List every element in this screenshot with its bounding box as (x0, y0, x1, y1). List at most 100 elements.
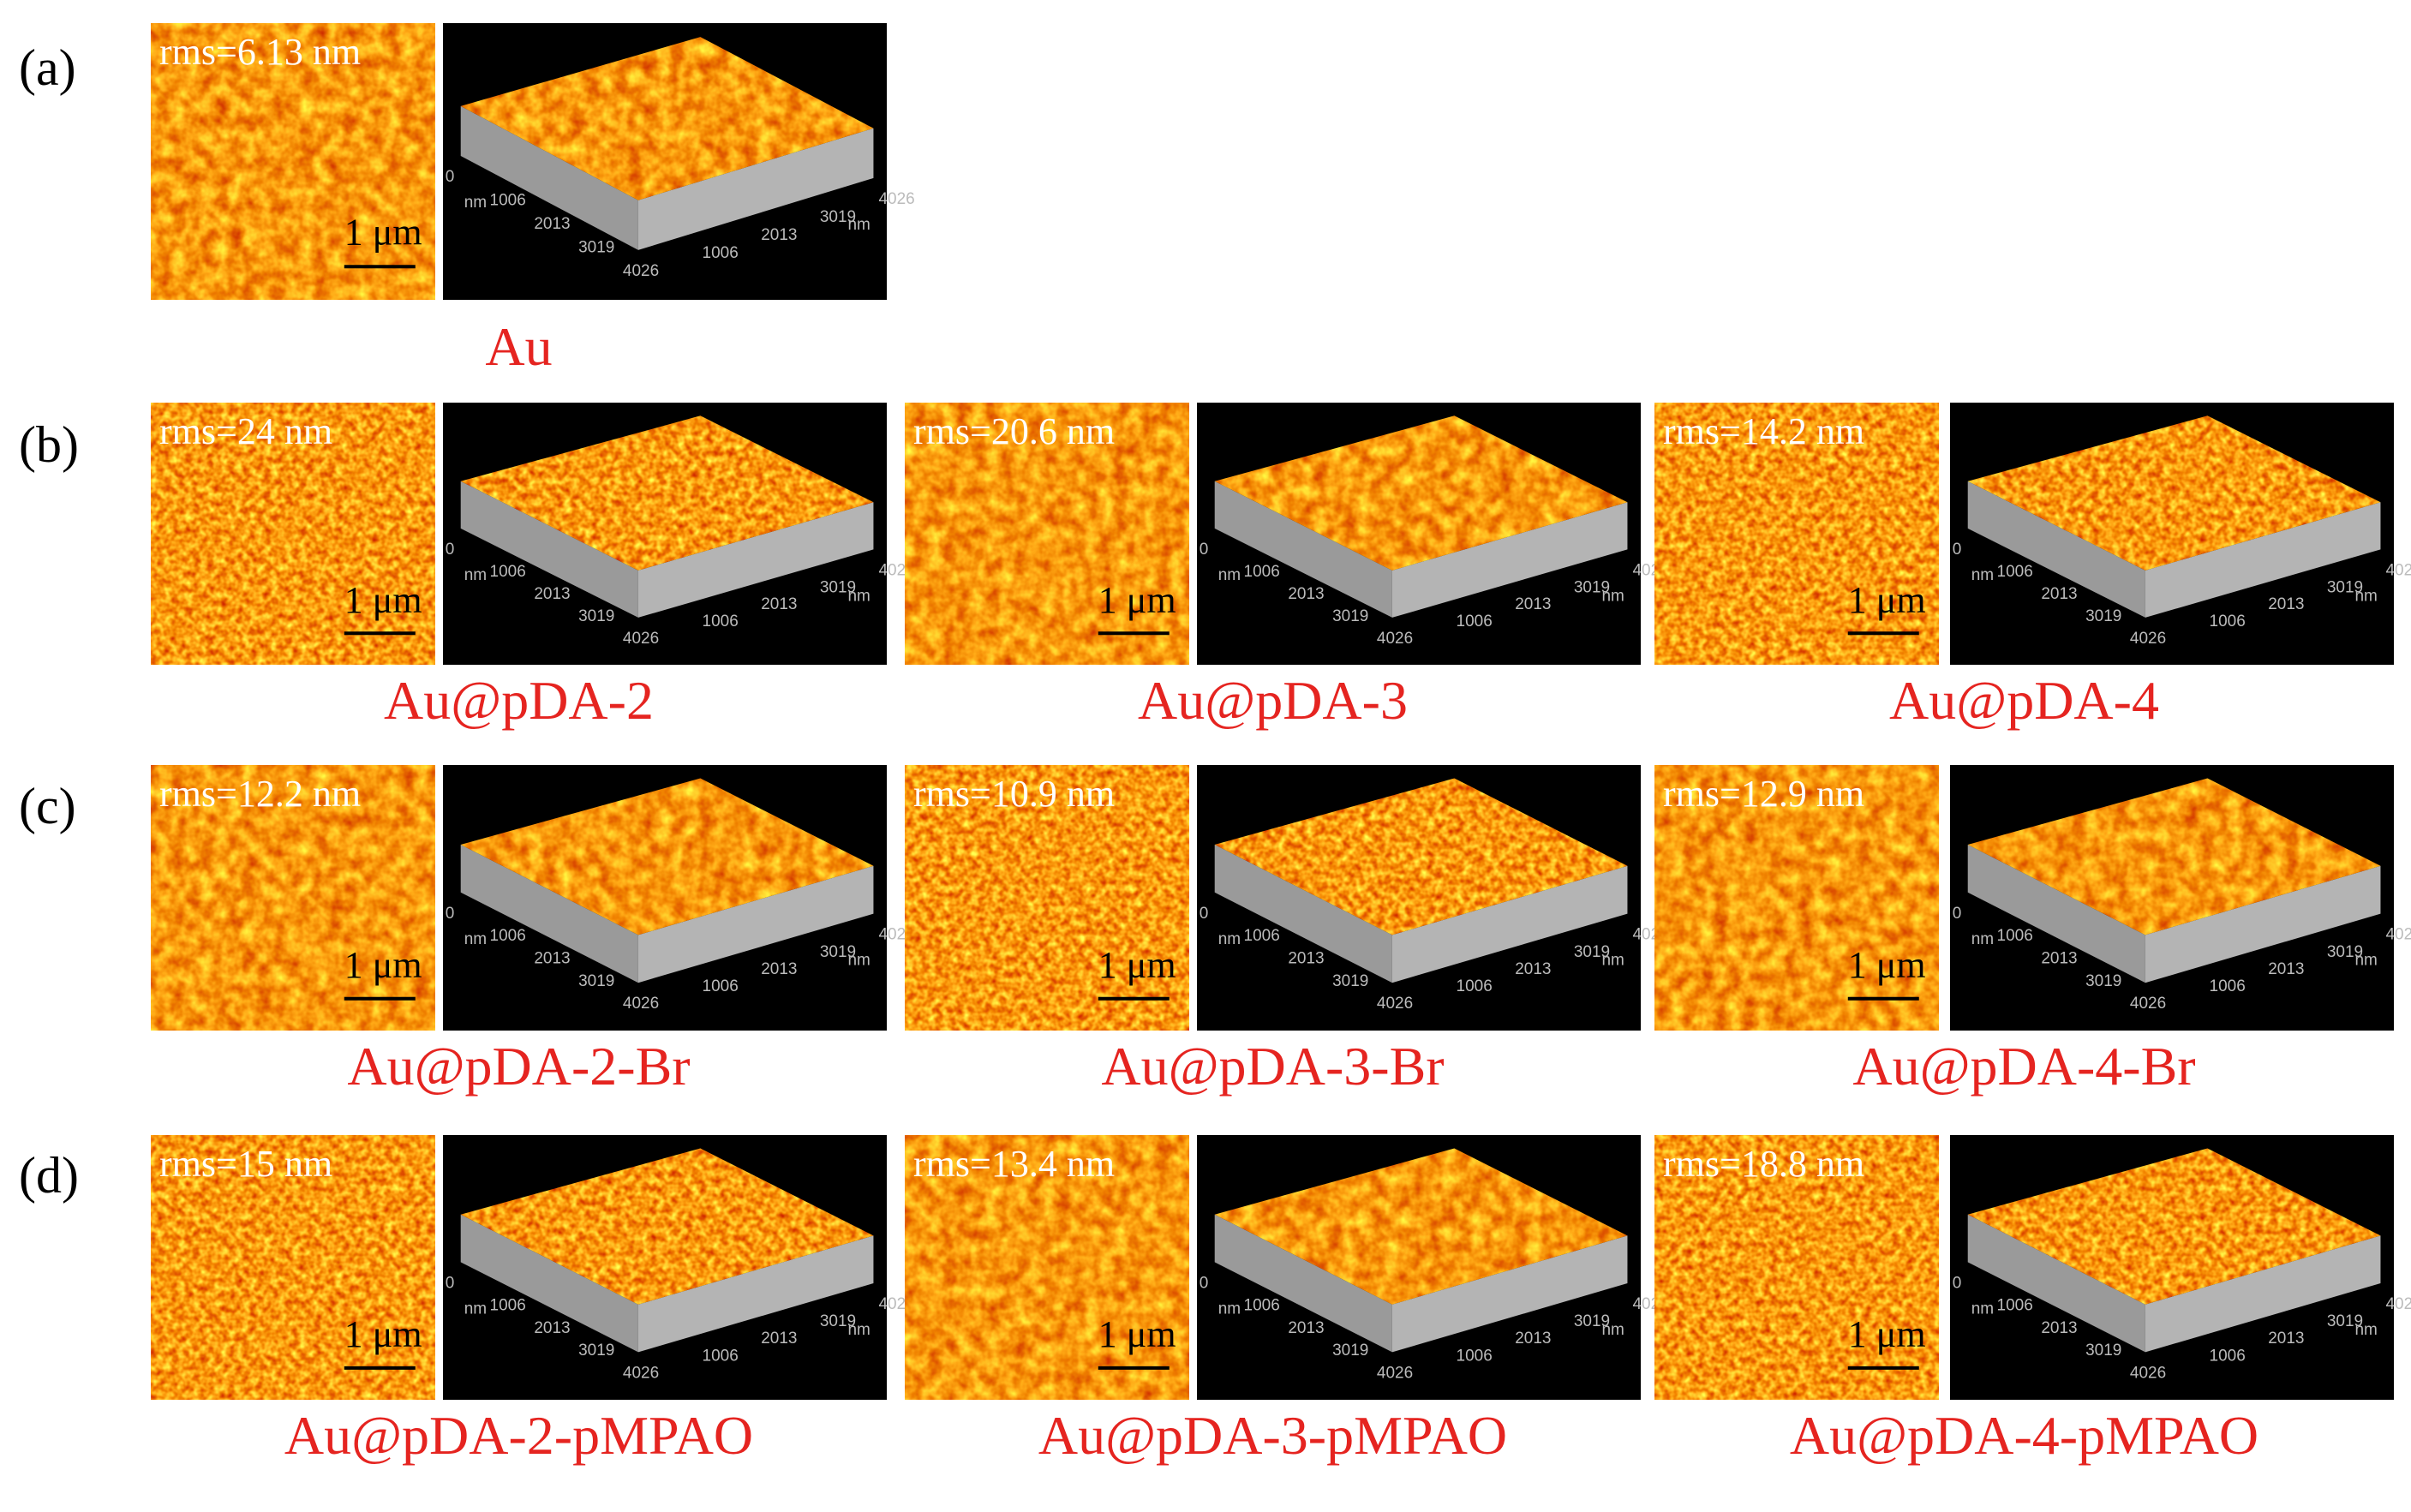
afm-2d-image (905, 1135, 1189, 1400)
scale-bar-label: 1 μm (1848, 944, 1926, 986)
afm-2d-image (151, 23, 435, 300)
axis-tick-label: 2013 (761, 1330, 797, 1348)
axis-tick-label: 2013 (534, 215, 570, 233)
axis-tick-label: 3019 (2085, 972, 2121, 990)
axis-tick-label: 1006 (703, 613, 739, 630)
axis-tick-label: 4026 (623, 995, 659, 1013)
axis-tick-label: 1006 (1457, 977, 1493, 995)
axis-unit: nm (1601, 952, 1624, 970)
afm-3d-surface (1214, 415, 1628, 571)
afm-3d-side (460, 105, 638, 250)
axis-tick-label: 4026 (2130, 1364, 2166, 1382)
scale-bar-label: 1 μm (344, 944, 422, 986)
axis-tick-label: 1006 (490, 927, 526, 945)
axis-tick-label: 2013 (534, 1319, 570, 1337)
axis-tick-label: 2013 (1288, 950, 1324, 968)
axis-unit: nm (1971, 930, 1994, 948)
rms-label: rms=10.9 nm (913, 773, 1115, 815)
axis-tick-label: 0 (1200, 905, 1209, 923)
afm-3d-side (1214, 481, 1392, 618)
axis-unit: nm (847, 1321, 870, 1339)
axis-unit: nm (464, 1300, 487, 1318)
axis-tick-label: 1006 (1244, 1297, 1280, 1315)
axis-tick-label: 0 (1200, 541, 1209, 559)
axis-unit: nm (464, 194, 487, 212)
axis-unit: nm (1971, 566, 1994, 584)
axis-tick-label: 3019 (1332, 1342, 1368, 1360)
rms-label: rms=24 nm (159, 410, 332, 452)
axis-tick-label: 4026 (623, 1364, 659, 1382)
rms-label: rms=15 nm (159, 1143, 332, 1185)
afm-2d-image (905, 403, 1189, 665)
axis-tick-label: 4026 (2130, 630, 2166, 648)
axis-unit: nm (2354, 1321, 2377, 1339)
afm-3d-side (2145, 502, 2381, 618)
panel-label: (d) (19, 1147, 79, 1204)
axis-tick-label: 3019 (820, 943, 856, 961)
axis-tick-label: 2013 (1515, 960, 1551, 978)
axis-unit: nm (464, 930, 487, 948)
axis-tick-label: 4026 (623, 262, 659, 280)
afm-3d-surface (1967, 415, 2381, 571)
axis-tick-label: 3019 (820, 1312, 856, 1330)
axis-tick-label: 4026 (1377, 1364, 1413, 1382)
afm-3d-surface (460, 1148, 874, 1305)
afm-2d-image (151, 1135, 435, 1400)
sample-caption: Au (485, 316, 552, 377)
axis-tick-label: 2013 (2041, 585, 2077, 603)
rms-label: rms=14.2 nm (1663, 410, 1864, 452)
axis-tick-label: 3019 (2327, 578, 2363, 596)
afm-3d-side (1391, 1235, 1628, 1353)
afm-3d-surface (1214, 778, 1628, 935)
sample-caption: Au@pDA-2 (384, 670, 654, 731)
axis-tick-label: 4026 (2385, 926, 2411, 944)
axis-tick-label: 1006 (2210, 977, 2246, 995)
axis-tick-label: 2013 (1288, 1319, 1324, 1337)
axis-tick-label: 4026 (623, 630, 659, 648)
axis-unit: nm (1971, 1300, 1994, 1318)
axis-unit: nm (1601, 1321, 1624, 1339)
axis-tick-label: 3019 (1574, 943, 1610, 961)
axis-tick-label: 1006 (703, 244, 739, 262)
afm-3d-surface (1967, 778, 2381, 935)
axis-tick-label: 4026 (2385, 1295, 2411, 1313)
sample-caption: Au@pDA-3 (1138, 670, 1408, 731)
afm-3d-side (637, 502, 874, 618)
afm-2d-image (905, 765, 1189, 1031)
afm-3d-side (2145, 865, 2381, 983)
scale-bar-label: 1 μm (1098, 944, 1176, 986)
axis-tick-label: 3019 (1574, 578, 1610, 596)
afm-3d-side (1214, 845, 1392, 983)
afm-3d-side (1391, 865, 1628, 983)
scale-bar-label: 1 μm (1098, 579, 1176, 621)
axis-tick-label: 3019 (820, 578, 856, 596)
axis-unit: nm (1218, 930, 1241, 948)
afm-3d-side (1967, 481, 2145, 618)
panel-label: (b) (19, 416, 79, 473)
scale-bar-label: 1 μm (1098, 1313, 1176, 1355)
axis-tick-label: 0 (1953, 541, 1962, 559)
axis-tick-label: 1006 (2210, 613, 2246, 630)
axis-tick-label: 1006 (703, 977, 739, 995)
axis-tick-label: 4026 (1377, 995, 1413, 1013)
afm-3d-side (637, 865, 874, 983)
afm-2d-image (151, 403, 435, 665)
axis-tick-label: 1006 (1997, 927, 2033, 945)
afm-3d-surface (460, 778, 874, 935)
axis-tick-label: 1006 (1997, 1297, 2033, 1315)
afm-3d-side (1214, 1214, 1392, 1353)
axis-tick-label: 2013 (2268, 960, 2304, 978)
axis-tick-label: 0 (1953, 1274, 1962, 1292)
sample-caption: Au@pDA-4-pMPAO (1790, 1405, 2258, 1466)
axis-unit: nm (464, 566, 487, 584)
afm-3d-surface (1967, 1148, 2381, 1305)
sample-caption: Au@pDA-3-Br (1101, 1036, 1444, 1097)
axis-tick-label: 2013 (761, 960, 797, 978)
sample-caption: Au@pDA-3-pMPAO (1038, 1405, 1507, 1466)
axis-tick-label: 3019 (820, 208, 856, 226)
axis-unit: nm (1218, 566, 1241, 584)
axis-tick-label: 1006 (1457, 613, 1493, 630)
axis-tick-label: 1006 (490, 191, 526, 209)
scale-bar-label: 1 μm (344, 211, 422, 253)
